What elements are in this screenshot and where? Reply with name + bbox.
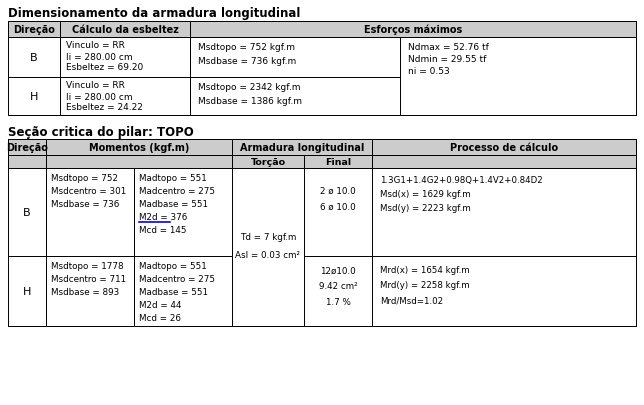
Text: Direção: Direção (6, 143, 48, 153)
Text: li = 280.00 cm: li = 280.00 cm (66, 92, 133, 101)
Bar (60, 78, 190, 116)
Bar (372, 168, 636, 256)
Text: Torção: Torção (251, 158, 285, 166)
Bar (46, 168, 134, 256)
Text: Msdtopo = 1778: Msdtopo = 1778 (51, 262, 124, 271)
Text: Td = 7 kgf.m: Td = 7 kgf.m (240, 233, 296, 242)
Text: M2d = 376: M2d = 376 (139, 213, 187, 222)
Text: B: B (30, 53, 38, 63)
Text: H: H (23, 286, 31, 296)
Text: Madtopo = 551: Madtopo = 551 (139, 174, 207, 183)
Text: ni = 0.53: ni = 0.53 (408, 67, 450, 76)
Text: Direção: Direção (13, 25, 55, 35)
Bar (134, 256, 232, 326)
Bar (372, 156, 636, 168)
Bar (46, 140, 232, 156)
Text: Msdbase = 736: Msdbase = 736 (51, 200, 119, 209)
Text: 9.42 cm²: 9.42 cm² (319, 282, 357, 291)
Bar (190, 22, 636, 38)
Text: Msdbase = 893: Msdbase = 893 (51, 288, 119, 297)
Bar (134, 168, 232, 256)
Text: Dimensionamento da armadura longitudinal: Dimensionamento da armadura longitudinal (8, 7, 300, 20)
Text: Esbeltez = 69.20: Esbeltez = 69.20 (66, 63, 143, 72)
Bar (46, 256, 134, 326)
Text: Final: Final (325, 158, 351, 166)
Text: Madcentro = 275: Madcentro = 275 (139, 275, 215, 284)
Bar (372, 256, 636, 326)
Bar (304, 168, 372, 256)
Bar (400, 38, 636, 116)
Bar (8, 156, 46, 168)
Bar (232, 168, 304, 326)
Bar (304, 156, 372, 168)
Text: Msd(x) = 1629 kgf.m: Msd(x) = 1629 kgf.m (380, 190, 471, 199)
Text: Mrd/Msd=1.02: Mrd/Msd=1.02 (380, 296, 443, 305)
Text: Madbase = 551: Madbase = 551 (139, 200, 208, 209)
Text: Mcd = 26: Mcd = 26 (139, 314, 181, 323)
Text: H: H (30, 92, 38, 102)
Bar (8, 38, 60, 78)
Text: Ndmax = 52.76 tf: Ndmax = 52.76 tf (408, 43, 489, 52)
Bar (8, 22, 60, 38)
Bar (60, 38, 190, 78)
Text: Mcd = 145: Mcd = 145 (139, 226, 187, 235)
Text: Madcentro = 275: Madcentro = 275 (139, 187, 215, 196)
Text: Vinculo = RR: Vinculo = RR (66, 81, 125, 90)
Text: 6 ø 10.0: 6 ø 10.0 (320, 202, 356, 211)
Text: 2 ø 10.0: 2 ø 10.0 (320, 186, 356, 195)
Bar (232, 140, 372, 156)
Text: Esbeltez = 24.22: Esbeltez = 24.22 (66, 103, 143, 112)
Text: Msdbase = 1386 kgf.m: Msdbase = 1386 kgf.m (198, 97, 302, 106)
Bar (8, 256, 46, 326)
Text: Cálculo da esbeltez: Cálculo da esbeltez (71, 25, 178, 35)
Bar (190, 38, 400, 78)
Text: Msdbase = 736 kgf.m: Msdbase = 736 kgf.m (198, 58, 296, 66)
Bar (46, 156, 232, 168)
Text: li = 280.00 cm: li = 280.00 cm (66, 52, 133, 61)
Text: M2d = 44: M2d = 44 (139, 301, 182, 310)
Bar (372, 140, 636, 156)
Bar (190, 78, 400, 116)
Text: Asl = 0.03 cm²: Asl = 0.03 cm² (236, 251, 301, 260)
Text: Momentos (kgf.m): Momentos (kgf.m) (89, 143, 189, 153)
Text: Vinculo = RR: Vinculo = RR (66, 41, 125, 50)
Text: Armadura longitudinal: Armadura longitudinal (240, 143, 365, 153)
Bar (8, 78, 60, 116)
Text: Esforços máximos: Esforços máximos (364, 25, 462, 35)
Text: 12ø10.0: 12ø10.0 (320, 266, 356, 275)
Bar (60, 22, 190, 38)
Text: 1.7 %: 1.7 % (326, 298, 350, 307)
Bar (8, 168, 46, 256)
Text: Msdtopo = 752: Msdtopo = 752 (51, 174, 118, 183)
Text: Msd(y) = 2223 kgf.m: Msd(y) = 2223 kgf.m (380, 204, 471, 213)
Text: Mrd(y) = 2258 kgf.m: Mrd(y) = 2258 kgf.m (380, 281, 469, 290)
Text: Msdtopo = 2342 kgf.m: Msdtopo = 2342 kgf.m (198, 83, 301, 92)
Text: Mrd(x) = 1654 kgf.m: Mrd(x) = 1654 kgf.m (380, 266, 469, 275)
Text: Madtopo = 551: Madtopo = 551 (139, 262, 207, 271)
Bar (232, 156, 304, 168)
Text: B: B (23, 207, 31, 217)
Text: 1.3G1+1.4G2+0.98Q+1.4V2+0.84D2: 1.3G1+1.4G2+0.98Q+1.4V2+0.84D2 (380, 176, 543, 185)
Bar (8, 22, 636, 116)
Bar (304, 256, 372, 326)
Text: Msdcentro = 301: Msdcentro = 301 (51, 187, 126, 196)
Text: Msdcentro = 711: Msdcentro = 711 (51, 275, 126, 284)
Text: Seção critica do pilar: TOPO: Seção critica do pilar: TOPO (8, 126, 194, 139)
Bar (8, 140, 636, 326)
Bar (8, 140, 46, 156)
Text: Processo de cálculo: Processo de cálculo (450, 143, 558, 153)
Text: Madbase = 551: Madbase = 551 (139, 288, 208, 297)
Text: Ndmin = 29.55 tf: Ndmin = 29.55 tf (408, 55, 486, 64)
Text: Msdtopo = 752 kgf.m: Msdtopo = 752 kgf.m (198, 43, 295, 52)
